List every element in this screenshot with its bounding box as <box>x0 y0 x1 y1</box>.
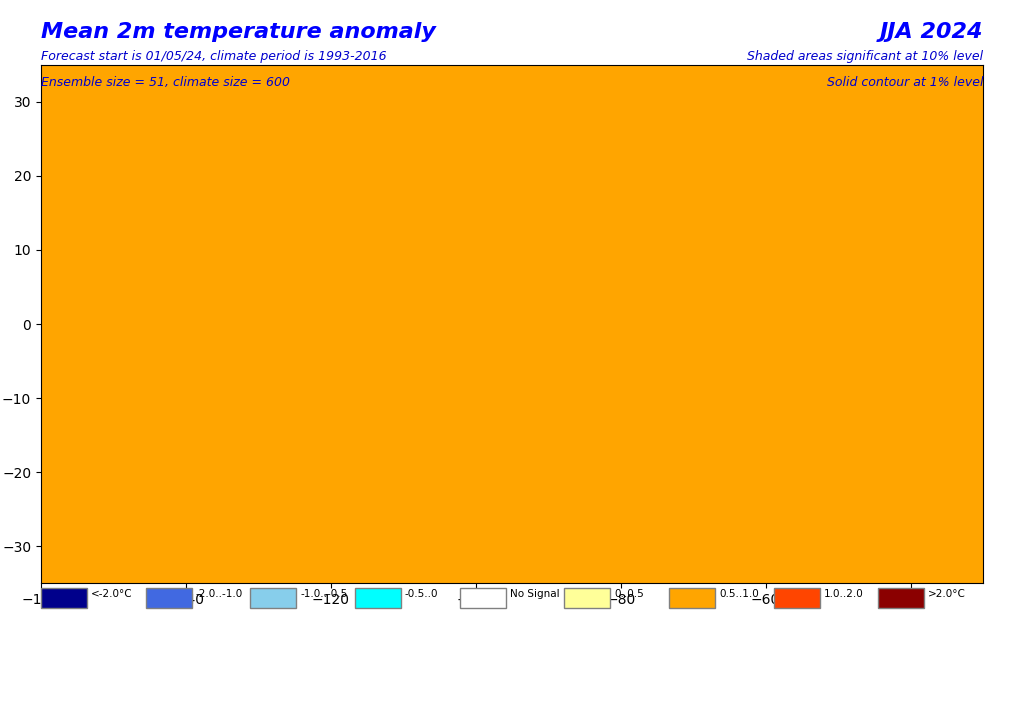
Text: >2.0°C: >2.0°C <box>929 589 967 599</box>
Text: 0..0.5: 0..0.5 <box>614 589 644 599</box>
Text: Forecast start is 01/05/24, climate period is 1993-2016: Forecast start is 01/05/24, climate peri… <box>41 50 387 63</box>
Text: -1.0..-0.5: -1.0..-0.5 <box>300 589 347 599</box>
Text: 0.5..1.0: 0.5..1.0 <box>719 589 759 599</box>
Text: Shaded areas significant at 10% level: Shaded areas significant at 10% level <box>746 50 983 63</box>
Text: 1.0..2.0: 1.0..2.0 <box>823 589 863 599</box>
Text: Mean 2m temperature anomaly: Mean 2m temperature anomaly <box>41 22 436 42</box>
Text: No Signal: No Signal <box>510 589 559 599</box>
Text: -2.0..-1.0: -2.0..-1.0 <box>196 589 243 599</box>
Text: Solid contour at 1% level: Solid contour at 1% level <box>826 76 983 89</box>
Text: <-2.0°C: <-2.0°C <box>91 589 132 599</box>
Text: Ensemble size = 51, climate size = 600: Ensemble size = 51, climate size = 600 <box>41 76 290 89</box>
Text: -0.5..0: -0.5..0 <box>404 589 438 599</box>
Text: JJA 2024: JJA 2024 <box>880 22 983 42</box>
